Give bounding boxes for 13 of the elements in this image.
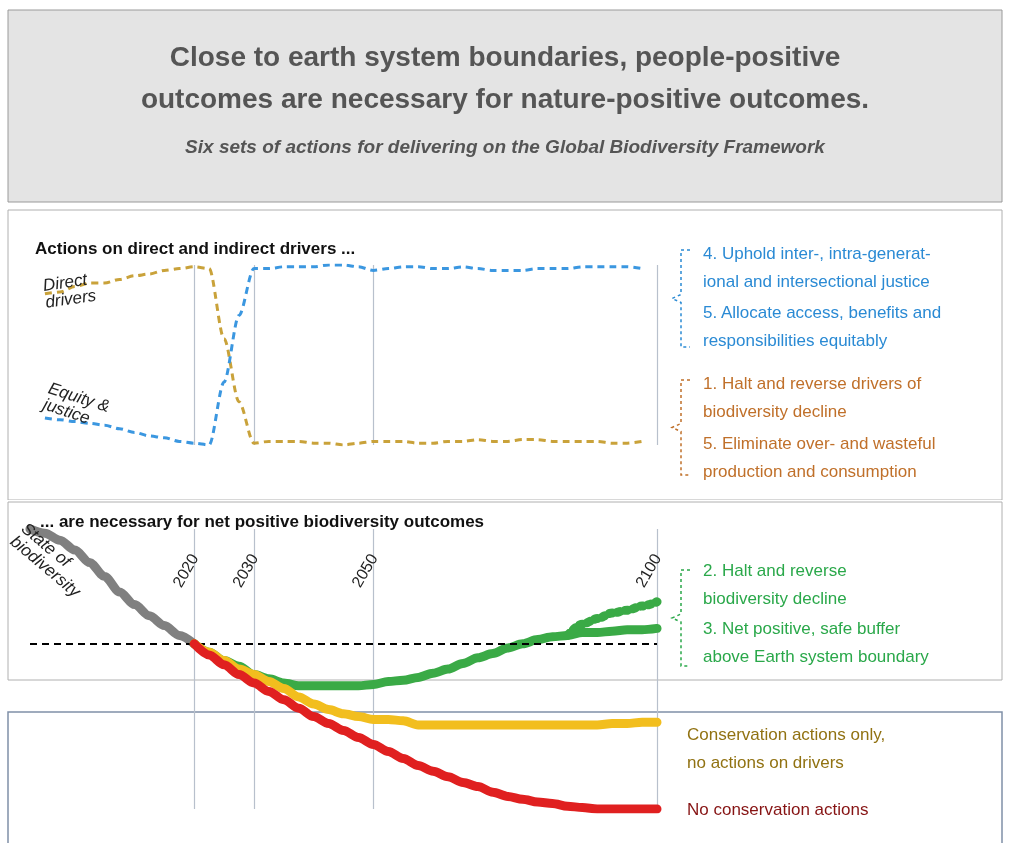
text: Equity & justice xyxy=(38,378,117,428)
chart-subtitle: Six sets of actions for delivering on the Global Biodiversity Framework xyxy=(185,136,827,157)
text: 2. Halt and reverse biodiversity decline xyxy=(703,560,847,608)
text: 1. Halt and reverse drivers of biodiversity decline xyxy=(703,373,922,421)
text: Actions on direct and indirect drivers ... xyxy=(35,238,356,258)
series-label: Conservation actions only, no actions on drivers xyxy=(687,724,886,772)
text: 3. Net positive, safe buffer above Earth system boundary xyxy=(703,618,930,666)
text: 4. Uphold inter-, intra-generat- ional and intersectional justice xyxy=(703,243,931,291)
text: 5. Eliminate over- and wasteful production and consumption xyxy=(703,433,936,481)
series-label: No conservation actions xyxy=(687,799,869,819)
text: Direct drivers xyxy=(41,269,98,312)
text: 5. Allocate access, benefits and responsibilities equitably xyxy=(703,302,942,350)
chart-title: Close to earth system boundaries, people-positive outcomes are necessary for nature-positive outcomes. xyxy=(140,40,870,114)
